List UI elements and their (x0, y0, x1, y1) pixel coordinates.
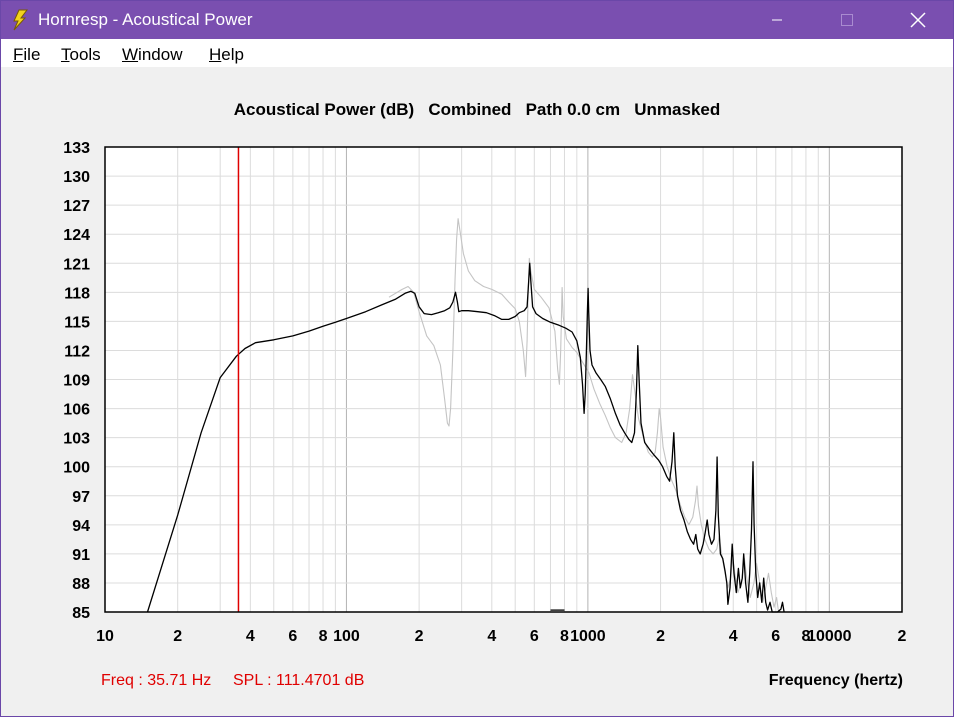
menu-help[interactable]: Help (209, 45, 244, 64)
window-title: Hornresp - Acoustical Power (38, 10, 253, 29)
menu-tools[interactable]: Tools (61, 45, 101, 64)
x-tick-label: 6 (288, 628, 297, 645)
x-tick-label: 4 (246, 628, 255, 645)
y-tick-label: 91 (72, 547, 90, 564)
grid-lines (105, 147, 903, 612)
y-tick-label: 124 (63, 227, 90, 244)
y-tick-label: 106 (63, 402, 90, 419)
menu-window[interactable]: Window (122, 45, 183, 64)
maximize-button[interactable] (824, 1, 870, 39)
y-tick-label: 94 (72, 518, 90, 535)
x-tick-label: 8 (319, 628, 328, 645)
x-tick-label: 100 (333, 628, 360, 645)
y-tick-label: 109 (63, 373, 90, 390)
x-tick-label: 6 (530, 628, 539, 645)
spl-readout: SPL : 111.4701 dB (233, 672, 364, 689)
series-line-black (146, 262, 785, 613)
x-tick-label: 1000 (570, 628, 606, 645)
y-tick-label: 97 (72, 489, 90, 506)
title-bar[interactable]: Hornresp - Acoustical Power (1, 1, 953, 39)
x-tick-label: 2 (898, 628, 907, 645)
maximize-icon (841, 14, 853, 26)
x-tick-label: 2 (173, 628, 182, 645)
close-button[interactable] (895, 1, 941, 39)
x-tick-label: 8 (801, 628, 810, 645)
x-tick-label: 2 (415, 628, 424, 645)
close-icon (910, 12, 926, 28)
y-tick-label: 85 (72, 605, 90, 622)
menu-file[interactable]: File (13, 45, 41, 64)
y-tick-label: 133 (63, 140, 90, 157)
y-tick-label: 118 (64, 285, 90, 302)
response-curves (146, 218, 785, 613)
y-tick-label: 100 (63, 460, 90, 477)
x-axis-label: Frequency (hertz) (769, 672, 903, 689)
plot-frame (104, 146, 903, 613)
y-tick-label: 130 (63, 169, 90, 186)
freq-readout: Freq : 35.71 Hz (101, 672, 211, 689)
x-tick-label: 10 (96, 628, 114, 645)
chart-area: Acoustical Power (dB) Combined Path 0.0 … (1, 67, 953, 716)
x-tick-label: 8 (560, 628, 569, 645)
chart-title: Acoustical Power (dB) Combined Path 0.0 … (234, 100, 721, 119)
y-tick-label: 127 (63, 198, 90, 215)
y-tick-labels: 133 130 127 124 121 118 115 112 109 106 103 100 97 94… (63, 140, 90, 622)
x-tick-label: 4 (487, 628, 496, 645)
lightning-bolt-icon (13, 9, 28, 31)
y-tick-label: 121 (63, 256, 90, 273)
x-tick-label: 6 (771, 628, 780, 645)
y-tick-label: 88 (72, 576, 90, 593)
x-tick-label: 10000 (807, 628, 852, 645)
y-tick-label: 112 (64, 343, 90, 360)
x-tick-label: 2 (656, 628, 665, 645)
y-tick-label: 103 (63, 431, 90, 448)
minimize-button[interactable] (747, 1, 793, 39)
y-tick-label: 115 (64, 314, 90, 331)
minimize-icon (772, 19, 782, 21)
x-tick-label: 4 (729, 628, 738, 645)
acoustical-power-chart[interactable]: Acoustical Power (dB) Combined Path 0.0 … (1, 67, 953, 716)
menu-bar: File Tools Window Help (1, 39, 953, 67)
